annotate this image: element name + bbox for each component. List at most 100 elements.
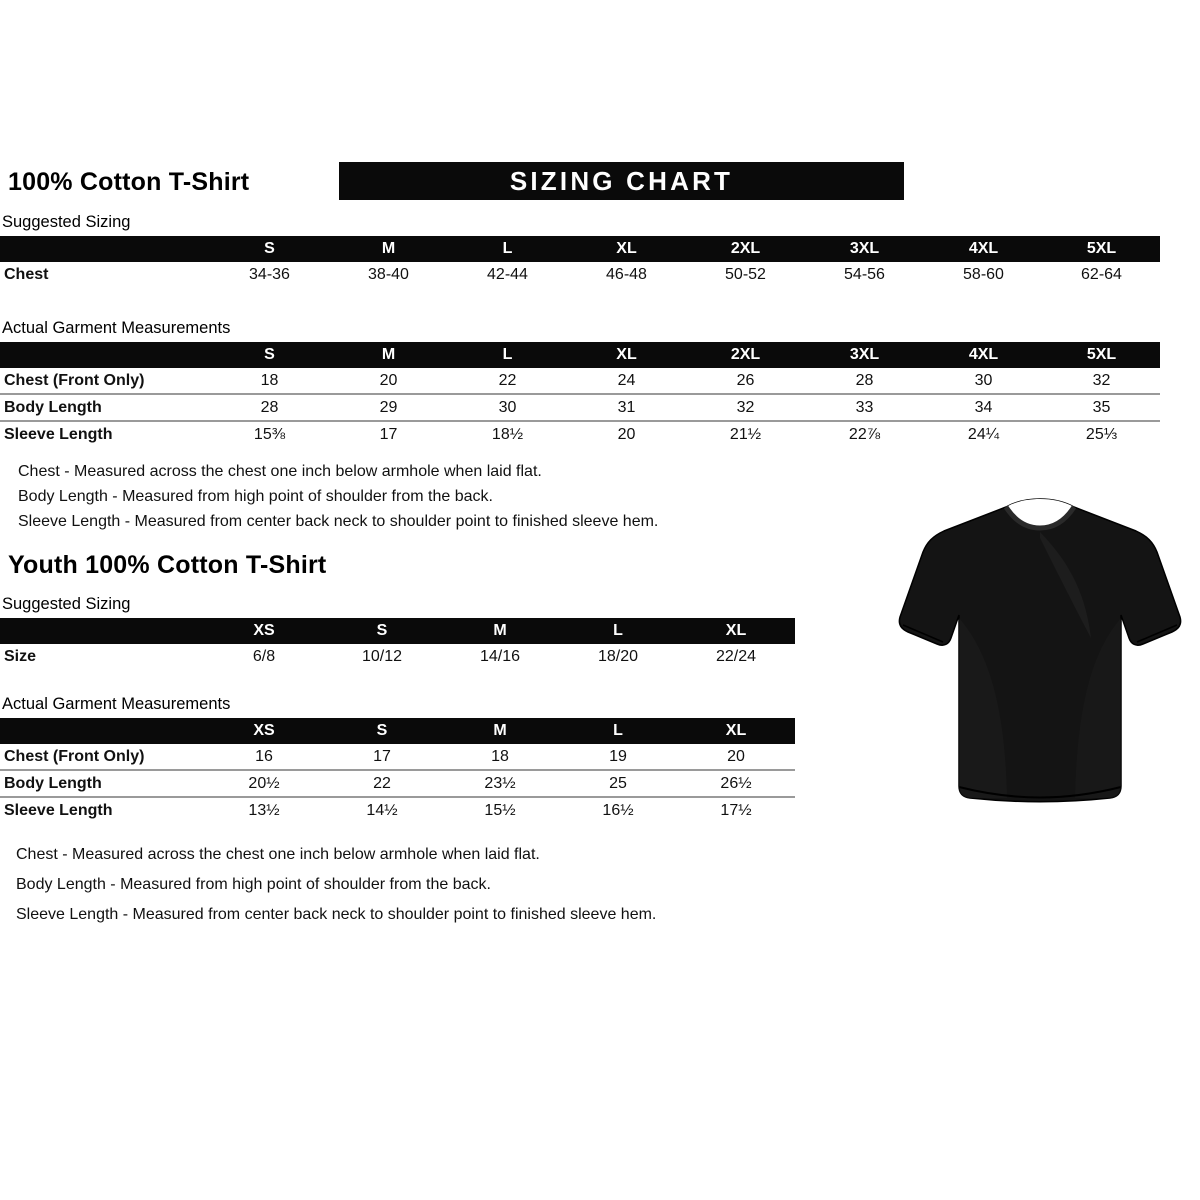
- tshirt-shading-right: [1075, 618, 1121, 798]
- data-cell: 28: [855, 372, 874, 389]
- adult-section-title: 100% Cotton T-Shirt: [8, 168, 250, 196]
- header-cell: XL: [725, 622, 747, 639]
- data-cell: 34-36: [249, 266, 290, 283]
- data-cell: 46-48: [606, 266, 647, 283]
- header-cell: S: [376, 622, 388, 639]
- header-cell: S: [264, 240, 275, 257]
- data-cell: 42-44: [487, 266, 528, 283]
- data-cell: 22: [498, 372, 517, 389]
- data-cell: 18½: [448, 420, 567, 447]
- header-cell: L: [613, 622, 623, 639]
- data-cell: 62-64: [1081, 266, 1122, 283]
- header-cell: 3XL: [849, 240, 880, 257]
- youth-note-sleeve-length: Sleeve Length - Measured from center bac…: [16, 906, 657, 923]
- header-cell: [0, 342, 210, 368]
- youth-actual-measurements-table: XS S M L XL Chest (Front Only) 16 17 18 …: [0, 718, 795, 823]
- header-cell: [0, 718, 205, 744]
- row-label: Sleeve Length: [0, 796, 205, 823]
- row-label: Body Length: [0, 769, 205, 797]
- data-cell: 24: [617, 372, 636, 389]
- row-label: Sleeve Length: [0, 420, 210, 447]
- youth-note-chest: Chest - Measured across the chest one in…: [16, 846, 540, 863]
- youth-section-title: Youth 100% Cotton T-Shirt: [8, 551, 327, 579]
- header-cell: 3XL: [849, 346, 880, 363]
- sizing-chart-banner: SIZING CHART: [340, 163, 903, 199]
- header-cell: 5XL: [1086, 346, 1117, 363]
- data-cell: 6/8: [252, 648, 276, 665]
- sizing-chart-banner-label: SIZING CHART: [509, 166, 734, 196]
- adult-note-sleeve-length: Sleeve Length - Measured from center bac…: [18, 513, 659, 530]
- youth-actual-measurements-label: Actual Garment Measurements: [2, 695, 231, 713]
- data-cell: 50-52: [725, 266, 766, 283]
- data-cell: 34: [924, 393, 1043, 421]
- data-cell: 20: [567, 420, 686, 447]
- header-cell: M: [493, 722, 507, 739]
- data-cell: 58-60: [963, 266, 1004, 283]
- table-row: Size 6/8 10/12 14/16 18/20 22/24: [0, 644, 795, 669]
- youth-note-body-length: Body Length - Measured from high point o…: [16, 876, 491, 893]
- header-cell: 2XL: [730, 240, 761, 257]
- data-cell: 10/12: [361, 648, 403, 665]
- data-cell: 25⅓: [1043, 420, 1160, 447]
- header-cell: L: [613, 722, 623, 739]
- adult-note-chest: Chest - Measured across the chest one in…: [18, 463, 542, 480]
- data-cell: 26: [736, 372, 755, 389]
- table-header-row: XS S M L XL: [0, 618, 795, 644]
- data-cell: 21½: [686, 420, 805, 447]
- data-cell: 23½: [441, 769, 559, 797]
- header-cell: [0, 618, 205, 644]
- tshirt-shading-chest: [1040, 532, 1091, 638]
- table-row: Sleeve Length 13½ 14½ 15½ 16½ 17½: [0, 796, 795, 823]
- data-cell: 14½: [323, 796, 441, 823]
- header-cell: M: [493, 622, 507, 639]
- table-header-row: S M L XL 2XL 3XL 4XL 5XL: [0, 236, 1160, 262]
- header-cell: [0, 236, 210, 262]
- table-header-row: S M L XL 2XL 3XL 4XL 5XL: [0, 342, 1160, 368]
- table-row: Chest (Front Only) 18 20 22 24 26 28 30 …: [0, 368, 1160, 394]
- data-cell: 33: [805, 393, 924, 421]
- adult-actual-measurements-table: S M L XL 2XL 3XL 4XL 5XL Chest (Front On…: [0, 342, 1160, 447]
- data-cell: 22/24: [715, 648, 757, 665]
- header-cell: XS: [253, 722, 275, 739]
- data-cell: 54-56: [844, 266, 885, 283]
- data-cell: 20½: [205, 769, 323, 797]
- data-cell: 32: [686, 393, 805, 421]
- data-cell: 35: [1043, 393, 1160, 421]
- data-cell: 15½: [441, 796, 559, 823]
- data-cell: 22⅞: [805, 420, 924, 447]
- data-cell: 16½: [559, 796, 677, 823]
- data-cell: 32: [1092, 372, 1111, 389]
- row-label: Chest: [4, 266, 49, 283]
- data-cell: 16: [255, 748, 273, 765]
- row-label: Chest (Front Only): [4, 372, 145, 389]
- data-cell: 26½: [677, 769, 795, 797]
- data-cell: 25: [559, 769, 677, 797]
- tshirt-sleeve-hem-left: [902, 624, 944, 643]
- data-cell: 18/20: [597, 648, 639, 665]
- data-cell: 15⅜: [210, 420, 329, 447]
- tshirt-shading-left: [959, 618, 1007, 798]
- header-cell: M: [381, 240, 396, 257]
- row-label: Size: [4, 648, 37, 665]
- table-row: Body Length 20½ 22 23½ 25 26½: [0, 769, 795, 797]
- header-cell: M: [381, 346, 396, 363]
- data-cell: 30: [448, 393, 567, 421]
- table-row: Chest 34-36 38-40 42-44 46-48 50-52 54-5…: [0, 262, 1160, 287]
- data-cell: 17½: [677, 796, 795, 823]
- data-cell: 17: [373, 748, 391, 765]
- tshirt-body-shape: [898, 498, 1182, 803]
- tshirt-sleeve-hem-right: [1136, 624, 1178, 643]
- header-cell: XL: [616, 346, 637, 363]
- youth-suggested-sizing-table: XS S M L XL Size 6/8 10/12 14/16 18/20 2…: [0, 618, 795, 669]
- data-cell: 24¼: [924, 420, 1043, 447]
- header-cell: 2XL: [730, 346, 761, 363]
- data-cell: 30: [974, 372, 993, 389]
- data-cell: 31: [567, 393, 686, 421]
- adult-actual-measurements-label: Actual Garment Measurements: [2, 319, 231, 337]
- adult-note-body-length: Body Length - Measured from high point o…: [18, 488, 493, 505]
- tshirt-collar-band: [1003, 505, 1077, 531]
- data-cell: 20: [379, 372, 398, 389]
- tshirt-illustration: [898, 498, 1182, 803]
- header-cell: 4XL: [968, 240, 999, 257]
